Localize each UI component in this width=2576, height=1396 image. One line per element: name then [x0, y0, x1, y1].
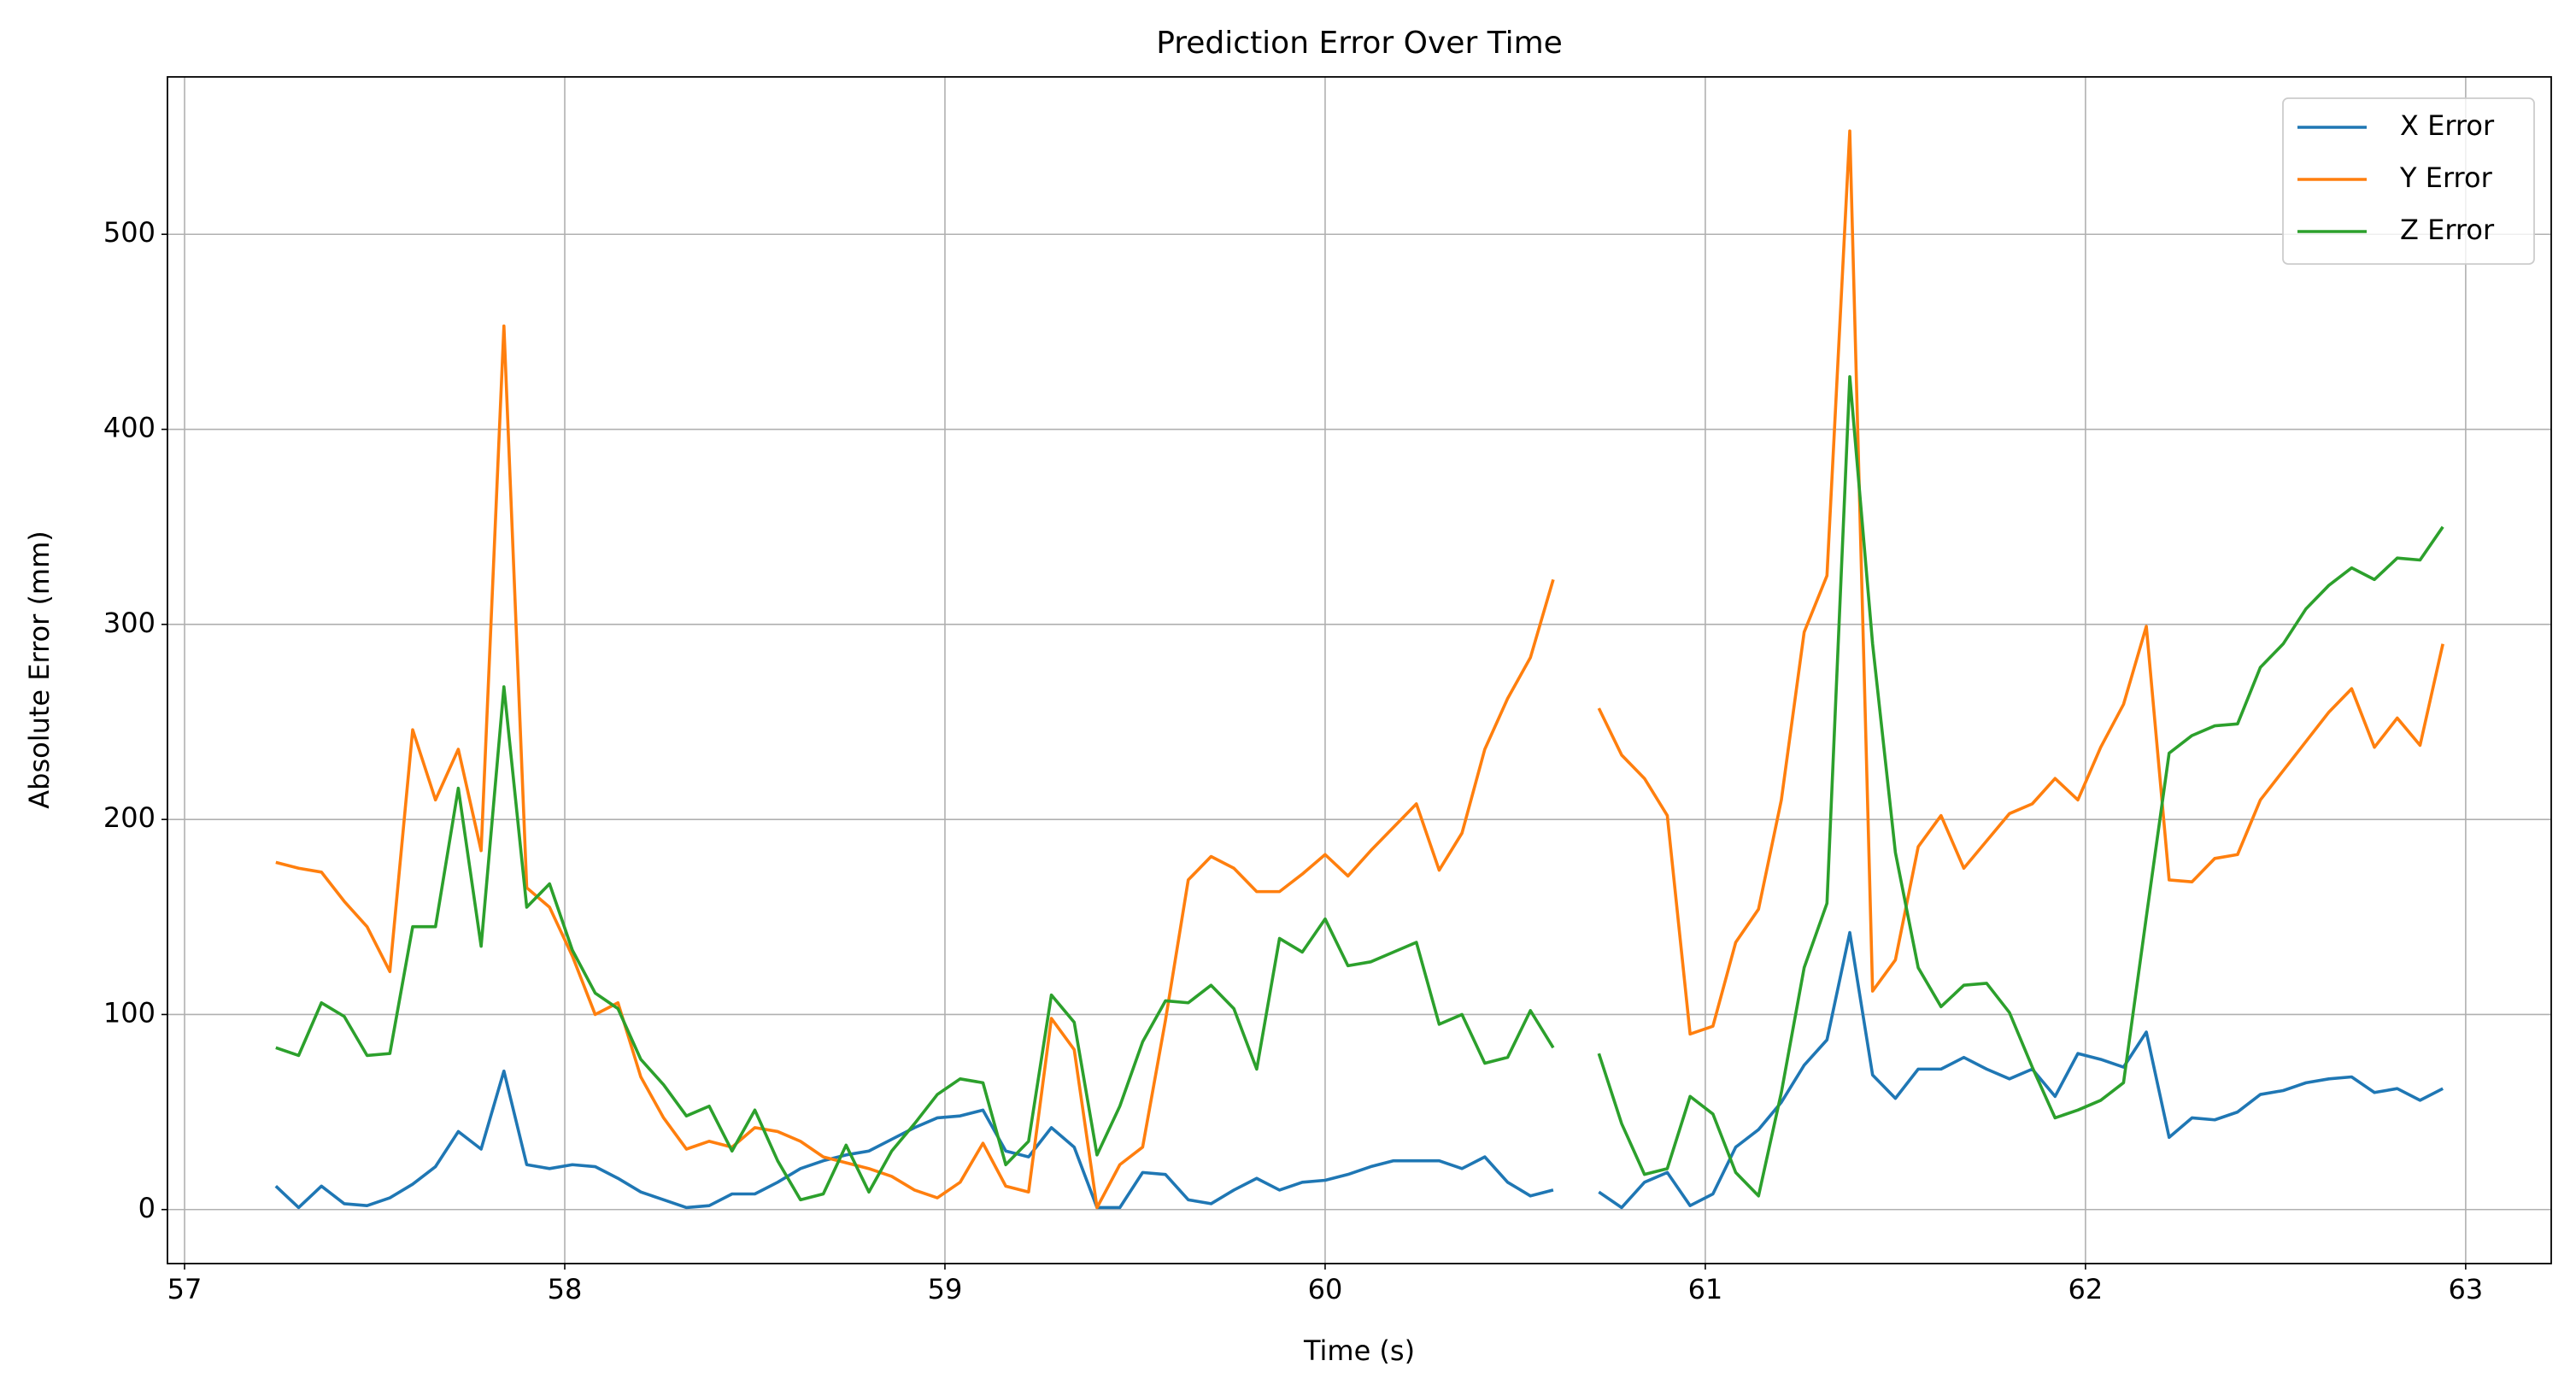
y-axis-label: Absolute Error (mm)	[23, 531, 56, 809]
x-tick-label: 62	[2068, 1273, 2104, 1305]
data-line	[274, 930, 2444, 1210]
data-line	[275, 129, 2444, 1210]
y-tick-label: 200	[103, 801, 155, 834]
y-tick-label: 500	[103, 216, 155, 249]
legend-label: X Error	[2400, 109, 2495, 142]
chart-title: Prediction Error Over Time	[1156, 26, 1563, 61]
data-line	[275, 375, 2444, 1202]
legend-label: Z Error	[2400, 214, 2495, 246]
x-tick-label: 63	[2449, 1273, 2484, 1305]
x-tick-label: 58	[548, 1273, 583, 1305]
y-tick-label: 400	[103, 412, 155, 444]
x-tick-label: 57	[167, 1273, 202, 1305]
y-tick-label: 300	[103, 607, 155, 639]
x-axis-label: Time (s)	[1303, 1334, 1415, 1367]
x-tick-label: 61	[1688, 1273, 1723, 1305]
plot-frame	[167, 76, 2552, 1264]
x-tick-label: 59	[928, 1273, 963, 1305]
legend-label: Y Error	[2399, 161, 2493, 194]
y-tick-label: 0	[138, 1192, 155, 1224]
x-tick-label: 60	[1308, 1273, 1343, 1305]
legend-box	[2282, 97, 2535, 265]
y-tick-label: 100	[103, 996, 155, 1029]
